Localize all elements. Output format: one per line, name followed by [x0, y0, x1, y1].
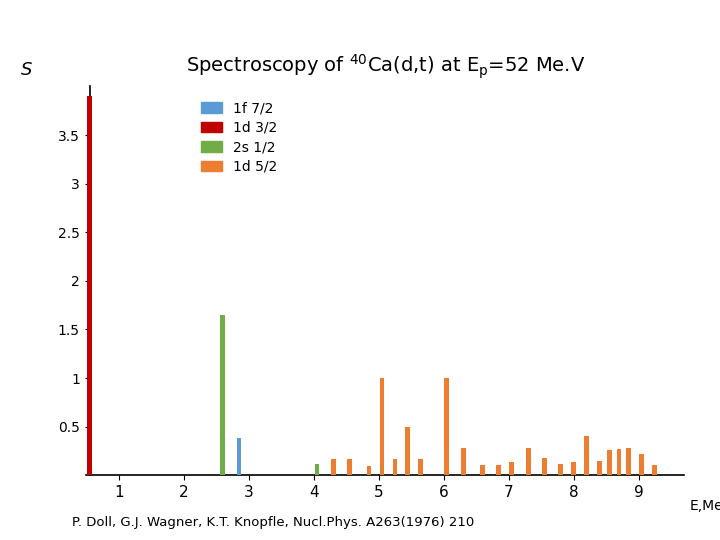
Bar: [315, 463, 320, 475]
Legend: 1f 7/2, 1d 3/2, 2s 1/2, 1d 5/2: 1f 7/2, 1d 3/2, 2s 1/2, 1d 5/2: [201, 101, 277, 174]
Bar: [461, 448, 466, 475]
Bar: [652, 465, 657, 475]
Bar: [584, 436, 589, 475]
Bar: [571, 462, 576, 475]
Bar: [496, 465, 501, 475]
Bar: [480, 465, 485, 475]
Bar: [379, 378, 384, 475]
Text: S: S: [21, 60, 32, 79]
Title: Spectroscopy of $^{40}$Ca(d,t) at E$_{\rm p}$=52 Me.V: Spectroscopy of $^{40}$Ca(d,t) at E$_{\r…: [186, 52, 585, 81]
Bar: [444, 378, 449, 475]
Bar: [510, 462, 514, 475]
Bar: [639, 454, 644, 475]
Bar: [392, 458, 397, 475]
Bar: [347, 458, 352, 475]
Bar: [330, 458, 336, 475]
Bar: [616, 449, 621, 475]
Bar: [526, 448, 531, 475]
Bar: [366, 467, 372, 475]
Bar: [405, 427, 410, 475]
Bar: [418, 458, 423, 475]
Bar: [87, 96, 92, 475]
Bar: [626, 448, 631, 475]
Bar: [597, 461, 602, 475]
Bar: [542, 458, 546, 475]
Bar: [607, 450, 612, 475]
Text: E,MeV: E,MeV: [690, 498, 720, 512]
Bar: [558, 463, 563, 475]
Bar: [237, 438, 241, 475]
Bar: [220, 315, 225, 475]
Text: P. Doll, G.J. Wagner, K.T. Knopfle, Nucl.Phys. A263(1976) 210: P. Doll, G.J. Wagner, K.T. Knopfle, Nucl…: [72, 516, 474, 529]
